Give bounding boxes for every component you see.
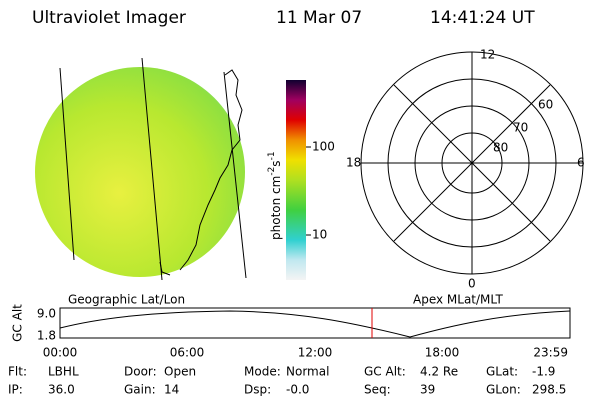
info-label: GC Alt: xyxy=(364,365,406,379)
alt-xtick: 18:00 xyxy=(425,346,460,360)
mlt-label: 12 xyxy=(480,48,495,62)
colorbar xyxy=(286,80,306,280)
info-label: Dsp: xyxy=(244,383,271,397)
mlt-label: 6 xyxy=(577,156,585,170)
alt-curve xyxy=(59,310,571,338)
info-value: LBHL xyxy=(48,365,79,379)
alt-ytick: 1.8 xyxy=(37,329,56,343)
alt-xtick: 12:00 xyxy=(298,346,333,360)
alt-frame xyxy=(59,307,571,339)
info-value: -0.0 xyxy=(286,383,309,397)
caption: Apex MLat/MLT xyxy=(413,293,503,307)
info-value: Open xyxy=(164,365,196,379)
info-value: 14 xyxy=(164,383,179,397)
info-label: Mode: xyxy=(244,365,281,379)
info-label: IP: xyxy=(8,383,23,397)
unit-exp: -1 xyxy=(267,151,277,160)
geo-grid xyxy=(59,57,247,281)
caption: Geographic Lat/Lon xyxy=(68,293,185,307)
instrument: Ultraviolet Imager xyxy=(32,8,186,28)
info-label: GLat: xyxy=(486,365,518,379)
info-label: Door: xyxy=(124,365,157,379)
info-value: 298.5 xyxy=(532,383,566,397)
alt-xtick: 23:59 xyxy=(533,346,568,360)
mlat-label: 70 xyxy=(513,121,528,135)
info-label: Gain: xyxy=(124,383,156,397)
info-value: -1.9 xyxy=(532,365,555,379)
info-value: 39 xyxy=(420,383,435,397)
colorbar-tick: 100 xyxy=(312,140,335,154)
time: 14:41:24 UT xyxy=(430,8,535,28)
mlt-label: 18 xyxy=(346,156,361,170)
info-panel: Flt: LBHL IP: 36.0 Door: Open Gain: 14 Mode: Norm… xyxy=(8,365,566,397)
info-value: 4.2 Re xyxy=(420,365,458,379)
alt-xtick: 06:00 xyxy=(170,346,205,360)
mlat-label: 60 xyxy=(538,98,553,112)
info-label: GLon: xyxy=(486,383,521,397)
info-label: Flt: xyxy=(8,365,27,379)
unit: s xyxy=(269,160,283,166)
mlat-label: 80 xyxy=(493,141,508,155)
alt-xtick: 00:00 xyxy=(43,346,78,360)
unit-exp: -2 xyxy=(267,167,277,176)
info-label: Seq: xyxy=(364,383,391,397)
polar-grid xyxy=(360,51,584,275)
unit: photon cm xyxy=(269,176,283,240)
mlt-label: 0 xyxy=(468,277,476,291)
date: 11 Mar 07 xyxy=(276,8,362,28)
colorbar-tick: 10 xyxy=(312,228,327,242)
image-disc xyxy=(35,67,245,277)
alt-ytick: 9.0 xyxy=(37,307,56,321)
info-value: 36.0 xyxy=(48,383,75,397)
info-value: Normal xyxy=(286,365,329,379)
alt-ylabel: GC Alt xyxy=(11,304,25,342)
colorbar-unit: photon cm-2s-1 xyxy=(267,151,283,240)
